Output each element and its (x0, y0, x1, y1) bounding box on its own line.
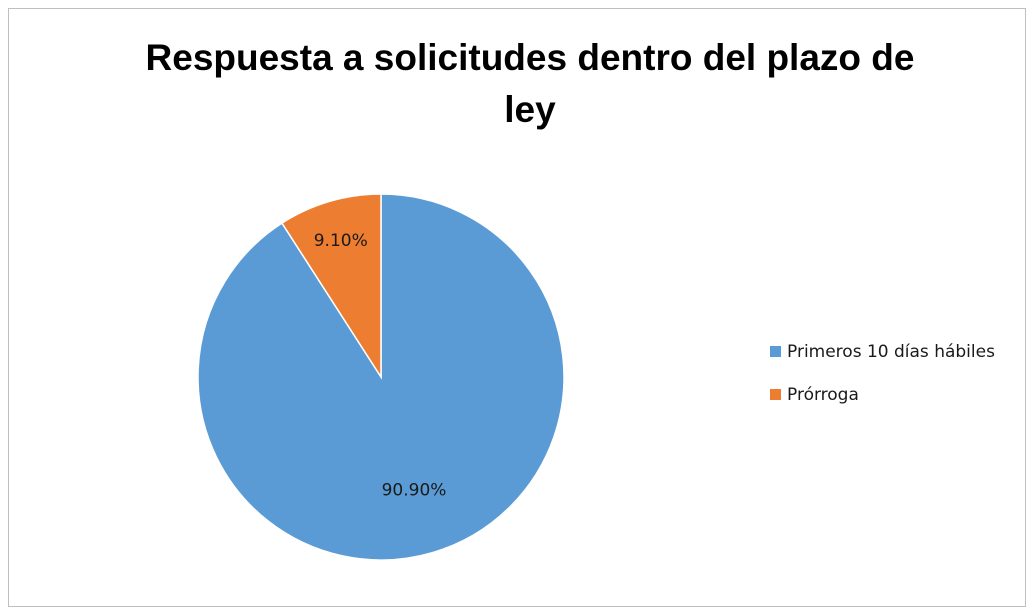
legend-swatch-primeros-10-dias (770, 346, 781, 357)
data-label-primeros-10-dias: 90.90% (382, 480, 447, 500)
legend-label-primeros-10-dias: Primeros 10 días hábiles (787, 342, 995, 362)
data-label-prorroga: 9.10% (314, 231, 368, 251)
legend-label-prorroga: Prórroga (787, 385, 859, 405)
pie-slice-prorroga (280, 193, 382, 380)
legend-swatch-prorroga (770, 389, 781, 400)
